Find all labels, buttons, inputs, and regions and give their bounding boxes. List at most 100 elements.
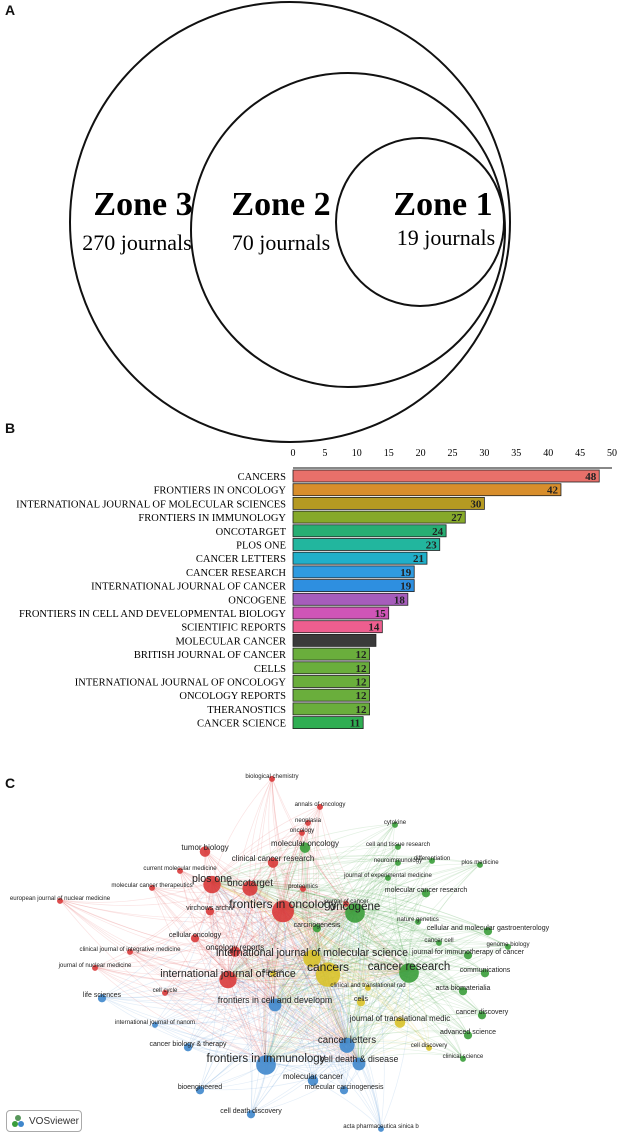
network-edge [274,1002,360,1063]
network-edge [227,976,469,1035]
network-node [272,900,294,923]
network-edge [151,886,360,1063]
network-edge [346,909,360,1044]
network-edge [227,969,410,985]
x-tick-label: 10 [352,448,362,459]
network-edge [354,863,481,911]
network-edge [346,953,469,1044]
network-node [426,1044,432,1051]
network-edge [274,969,410,1004]
network-node [177,867,183,874]
network-node-label: frontiers in immunology [207,1053,326,1065]
network-edge [164,991,267,1063]
network-edge [245,885,267,1063]
network-edge [194,936,410,972]
network-node [463,1031,473,1040]
network-edge [274,902,347,1004]
network-edge [327,970,469,1035]
network-node-label: journal of translational medic [349,1014,450,1023]
data-label: 15 [375,608,387,620]
network-node-label: oncogene [330,901,381,913]
network-node-label: acta biomaterialia [436,985,491,992]
network-node-label: molecular carcinogenesis [305,1084,384,1091]
network-node [394,1017,406,1028]
network-edge [408,891,427,971]
network-edge [204,849,410,971]
network-edge [354,909,464,1059]
bar [292,702,370,716]
network-edge [311,939,440,957]
network-edge [59,899,313,957]
network-node [299,829,305,836]
network-edge [282,876,389,909]
network-edge [94,955,313,976]
network-edge [357,986,369,1063]
network-edge [408,929,489,971]
network-edge [265,941,440,1063]
network-edge [319,805,356,911]
panel-label-c: C [5,775,16,791]
network-edge [249,823,396,887]
network-edge [211,881,276,1004]
network-node [127,948,133,955]
network-edge [94,966,229,982]
x-tick-label: 30 [479,448,489,459]
zone-1-circle [335,137,505,307]
network-edge [199,969,410,1090]
network-edge [154,885,251,1025]
network-node [152,1021,158,1028]
network-node-label: cellular oncology [169,932,222,939]
network-edge [274,929,489,1004]
network-edge [211,881,274,974]
network-edge [227,976,348,1044]
network-edge [274,941,440,1004]
network-edge [265,969,410,1063]
zone-1-name: Zone 1 [393,186,492,223]
network-edge [227,976,382,1129]
network-edge [250,909,356,1114]
bar [292,633,377,647]
network-edge [227,976,253,1114]
network-edge [358,989,464,1063]
bar [292,579,415,593]
network-edge [358,1013,483,1063]
network-edge [358,953,469,1063]
vosviewer-label: VOSviewer [29,1115,80,1127]
network-edge [343,969,410,1090]
network-edge [274,1002,345,1090]
network-node-label: cancer discovery [456,1009,509,1016]
network-node [149,884,155,891]
network-edge [311,920,419,957]
network-edge [346,845,399,1044]
network-edge [272,969,410,981]
network-edge [358,891,427,1063]
network-edge [211,881,430,1048]
network-edge [311,955,410,972]
bar [292,716,364,730]
network-edge [304,845,329,972]
category-label: INTERNATIONAL JOURNAL OF MOLECULAR SCIEN… [16,499,286,510]
network-edge [211,880,347,904]
network-edge [265,1031,469,1063]
network-edge [282,907,410,971]
network-node-label: clinical and translational rad [330,982,405,989]
network-edge [265,1056,360,1063]
network-edge [199,970,329,1090]
network-edge [265,1000,362,1063]
network-edge [227,976,360,1063]
network-edge [327,970,483,1015]
network-edge [151,886,276,1004]
network-edge [358,1046,430,1063]
network-edge [354,909,401,1022]
network-node [269,775,275,782]
network-edge [346,859,433,1044]
network-edge [154,909,356,1025]
network-edge [164,991,276,1006]
network-node [429,857,435,864]
zone-1-count: 19 journals [397,225,495,250]
network-edge [346,1042,382,1129]
network-edge [187,907,284,1047]
bar [292,497,485,510]
network-edge [249,885,271,1063]
data-label: 23 [426,540,438,552]
